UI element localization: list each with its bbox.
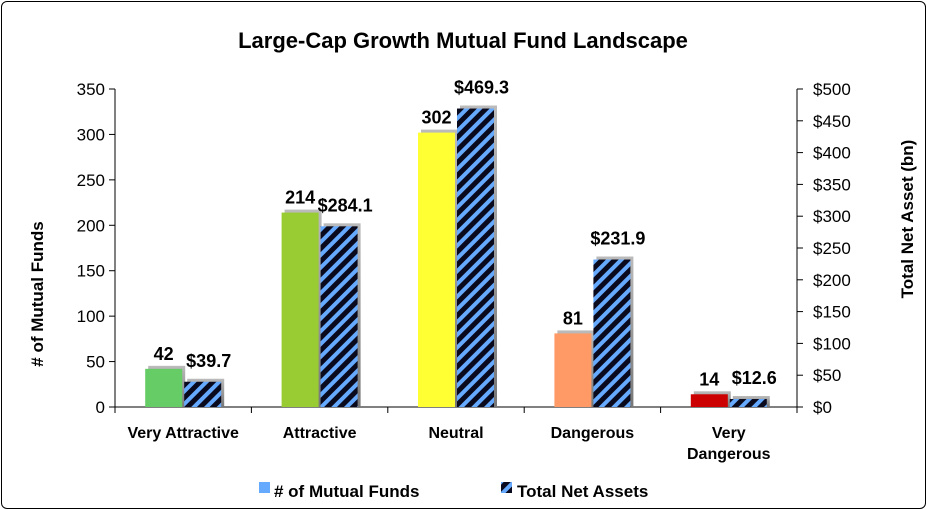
- category-label: Dangerous: [551, 425, 635, 442]
- right-tick-label: $300: [813, 207, 851, 226]
- left-tick-label: 350: [77, 80, 105, 99]
- left-tick-label: 250: [77, 171, 105, 190]
- right-tick-label: $0: [813, 398, 832, 417]
- bar-assets: [729, 398, 767, 407]
- y-axis-label: # of Mutual Funds: [28, 221, 47, 366]
- bar-funds: [145, 368, 183, 407]
- data-label-assets: $12.6: [732, 368, 777, 388]
- right-tick-label: $450: [813, 112, 851, 131]
- category-label: Very Dangerous: [687, 425, 771, 463]
- data-label-funds: 214: [285, 188, 315, 208]
- data-labels: 42 $39.7 214 $284.1 302$469.3 81 $231.9 14 $12.6: [154, 78, 777, 390]
- data-label-assets: $469.3: [454, 78, 509, 98]
- category-label: Attractive: [283, 425, 357, 442]
- data-label-funds: 14: [699, 369, 719, 389]
- right-tick-label: $100: [813, 334, 851, 353]
- left-tick-label: 200: [77, 216, 105, 235]
- right-tick-label: $250: [813, 239, 851, 258]
- right-tick-label: $200: [813, 271, 851, 290]
- right-tick-label: $400: [813, 144, 851, 163]
- bar-assets: [593, 259, 631, 407]
- bar-funds: [690, 394, 728, 407]
- y2-axis-label: Total Net Asset (bn): [898, 140, 917, 299]
- legend-label-assets: Total Net Assets: [517, 482, 648, 501]
- legend-swatch-assets: [501, 482, 512, 493]
- data-label-assets: $231.9: [590, 229, 645, 249]
- bar-assets: [184, 381, 222, 407]
- legend-label-funds: # of Mutual Funds: [274, 482, 419, 501]
- right-y-ticks: $0 $50 $100 $150 $200 $250 $300 $350 $400 $450 $50…: [797, 80, 851, 417]
- category-labels: Very Attractive Attractive Neutral Dangerou…: [127, 425, 770, 463]
- bar-assets: [320, 226, 358, 407]
- left-tick-label: 300: [77, 125, 105, 144]
- right-tick-label: $50: [813, 366, 841, 385]
- bar-assets: [457, 108, 494, 407]
- left-tick-label: 50: [86, 353, 105, 372]
- x-ticks: [114, 407, 798, 413]
- left-tick-label: 150: [77, 262, 105, 281]
- category-label: Neutral: [428, 425, 483, 442]
- bar-funds: [418, 132, 455, 407]
- right-tick-label: $150: [813, 303, 851, 322]
- legend-swatch-funds: [259, 482, 270, 493]
- right-tick-label: $500: [813, 80, 851, 99]
- left-tick-label: 100: [77, 307, 105, 326]
- left-tick-label: 0: [96, 398, 105, 417]
- bars: [145, 105, 770, 407]
- data-label-assets: $284.1: [318, 195, 373, 215]
- data-label-funds: 81: [563, 308, 583, 328]
- legend: # of Mutual Funds Total Net Assets: [259, 482, 648, 501]
- chart-title: Large-Cap Growth Mutual Fund Landscape: [238, 28, 688, 53]
- category-label: Very Attractive: [127, 425, 239, 442]
- data-label-funds: 42: [154, 344, 174, 364]
- left-y-ticks: 0 50 100 150 200 250 300 350: [77, 80, 115, 417]
- data-label-assets: $39.7: [186, 351, 231, 371]
- right-tick-label: $350: [813, 175, 851, 194]
- bar-funds: [554, 333, 592, 407]
- bar-funds: [281, 212, 319, 407]
- data-label-funds: 302: [421, 108, 451, 128]
